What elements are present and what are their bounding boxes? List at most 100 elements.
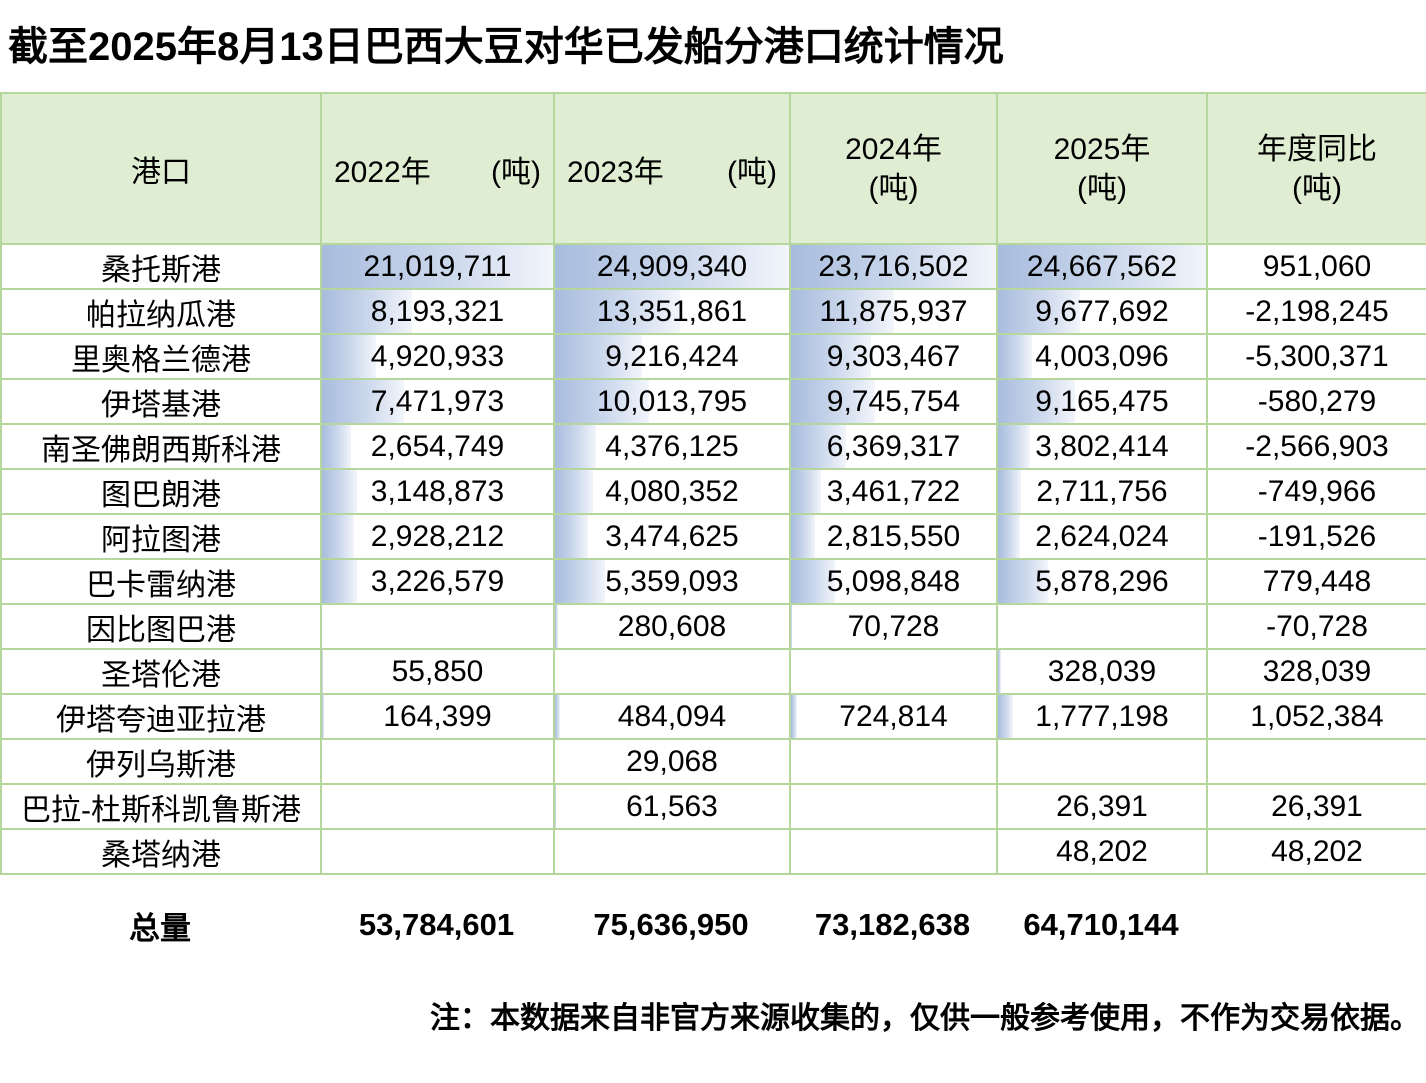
value-cell: [998, 605, 1208, 650]
value-cell: 5,878,296: [998, 560, 1208, 605]
value-cell: [998, 740, 1208, 785]
data-bar: [791, 425, 847, 468]
port-name-cell: 里奥格兰德港: [2, 335, 322, 380]
data-bar: [555, 605, 558, 648]
value-text: 4,920,933: [370, 339, 505, 373]
yoy-text: -580,279: [1257, 384, 1377, 418]
column-header-label: 2023年: [567, 155, 664, 189]
value-text: 2,815,550: [826, 519, 961, 553]
value-text: 3,148,873: [370, 474, 505, 508]
data-bar: [322, 425, 352, 468]
value-text: 328,039: [1047, 654, 1157, 688]
port-name-cell: 南圣佛朗西斯科港: [2, 425, 322, 470]
port-name-cell: 巴拉-杜斯科凯鲁斯港: [2, 785, 322, 830]
value-cell: 4,376,125: [555, 425, 791, 470]
data-bar: [791, 380, 876, 423]
yoy-text: -2,198,245: [1245, 294, 1389, 328]
column-header-label: 年度同比: [1257, 132, 1377, 166]
value-text: 23,716,502: [818, 249, 969, 283]
value-text: 7,471,973: [370, 384, 505, 418]
value-text: 2,654,749: [370, 429, 505, 463]
value-text: 280,608: [617, 609, 727, 643]
port-name-cell: 伊塔基港: [2, 380, 322, 425]
port-name-cell: 帕拉纳瓜港: [2, 290, 322, 335]
yoy-text: -749,966: [1257, 474, 1377, 508]
value-cell: [791, 785, 998, 830]
value-text: 5,359,093: [605, 564, 739, 598]
data-bar: [791, 605, 792, 648]
value-cell: 3,802,414: [998, 425, 1208, 470]
value-cell: 9,216,424: [555, 335, 791, 380]
value-text: 3,461,722: [826, 474, 961, 508]
total-label: 总量: [129, 910, 191, 946]
value-text: 4,376,125: [605, 429, 739, 463]
year-column-header: 2022年 (吨): [322, 94, 555, 245]
data-bar: [998, 470, 1021, 513]
value-cell: 4,920,933: [322, 335, 555, 380]
column-header-unit: (吨): [868, 171, 919, 205]
data-bar: [555, 470, 594, 513]
data-bar: [322, 515, 355, 558]
value-cell: 10,013,795: [555, 380, 791, 425]
year-column-header: 2024年 (吨): [791, 94, 998, 245]
value-cell: 9,303,467: [791, 335, 998, 380]
yoy-text: -5,300,371: [1245, 339, 1389, 373]
value-cell: 11,875,937: [791, 290, 998, 335]
column-header-label: 2022年: [334, 155, 431, 189]
value-text: 26,391: [1056, 789, 1148, 823]
value-cell: 3,461,722: [791, 470, 998, 515]
value-cell: 3,474,625: [555, 515, 791, 560]
value-cell: 26,391: [998, 785, 1208, 830]
total-value: 53,784,601: [358, 907, 515, 942]
value-cell: 2,928,212: [322, 515, 555, 560]
value-cell: 29,068: [555, 740, 791, 785]
data-bar: [998, 380, 1076, 423]
yoy-text: 779,448: [1262, 564, 1372, 598]
port-name-cell: 巴卡雷纳港: [2, 560, 322, 605]
value-text: 2,624,024: [1035, 519, 1169, 553]
value-cell: 8,193,321: [322, 290, 555, 335]
ports-table: 港口 2022年 (吨) 2023年 (吨) 2024年 (吨) 2025年 (吨) 年度同比 (吨…: [0, 92, 1426, 875]
data-bar: [998, 650, 1001, 693]
value-cell: 70,728: [791, 605, 998, 650]
value-text: 9,745,754: [826, 384, 961, 418]
value-cell: 13,351,861: [555, 290, 791, 335]
value-text: 164,399: [383, 699, 492, 733]
data-bar: [791, 245, 996, 288]
yoy-cell: -2,198,245: [1208, 290, 1426, 335]
value-cell: 3,226,579: [322, 560, 555, 605]
value-cell: 724,814: [791, 695, 998, 740]
data-bar: [555, 380, 650, 423]
yoy-text: 1,052,384: [1250, 699, 1384, 733]
data-bar: [555, 785, 556, 828]
value-cell: 5,098,848: [791, 560, 998, 605]
value-cell: 2,711,756: [998, 470, 1208, 515]
data-bar: [998, 560, 1048, 603]
value-text: 5,098,848: [826, 564, 961, 598]
data-bar: [791, 470, 821, 513]
yoy-cell: -2,566,903: [1208, 425, 1426, 470]
value-text: 10,013,795: [596, 384, 748, 418]
column-header-unit: (吨): [1077, 171, 1127, 205]
yoy-cell: -5,300,371: [1208, 335, 1426, 380]
value-text: 9,165,475: [1035, 384, 1169, 418]
value-text: 9,216,424: [605, 339, 739, 373]
data-bar: [555, 425, 597, 468]
total-row: 总量 53,784,601 75,636,950 73,182,638 64,710,1…: [0, 901, 1426, 949]
data-bar: [791, 290, 894, 333]
yoy-text: 26,391: [1271, 789, 1363, 823]
value-cell: [322, 785, 555, 830]
data-bar: [322, 560, 358, 603]
value-text: 48,202: [1056, 834, 1148, 868]
yoy-cell: -580,279: [1208, 380, 1426, 425]
value-cell: 2,654,749: [322, 425, 555, 470]
value-cell: 6,369,317: [791, 425, 998, 470]
value-cell: 61,563: [555, 785, 791, 830]
value-text: 5,878,296: [1035, 564, 1169, 598]
value-cell: 2,624,024: [998, 515, 1208, 560]
value-cell: [322, 830, 555, 875]
yoy-cell: 48,202: [1208, 830, 1426, 875]
value-cell: 9,165,475: [998, 380, 1208, 425]
column-header-unit: (吨): [1292, 171, 1342, 205]
column-header-label: 2025年: [1053, 132, 1151, 166]
